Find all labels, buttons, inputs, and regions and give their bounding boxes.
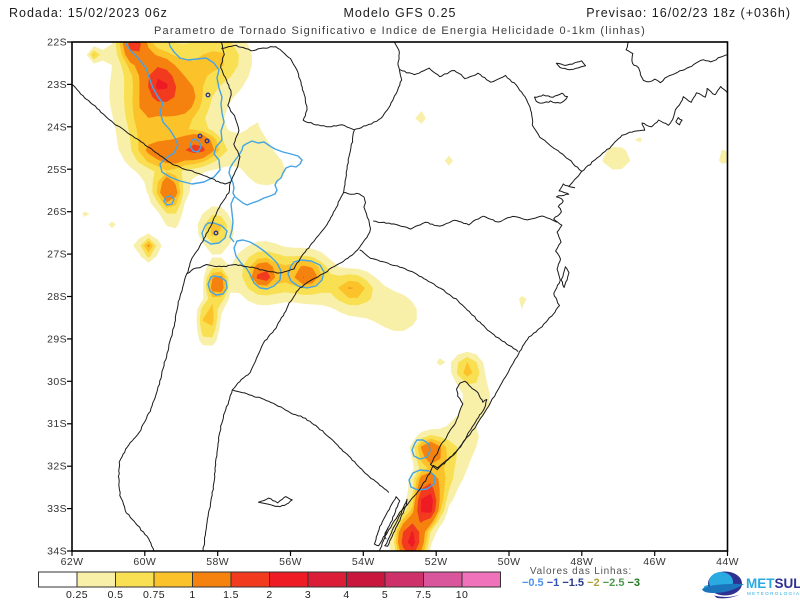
svg-text:22S: 22S xyxy=(47,37,67,49)
svg-text:1.5: 1.5 xyxy=(223,589,239,601)
svg-text:0.25: 0.25 xyxy=(66,589,88,601)
svg-text:0.5: 0.5 xyxy=(108,589,124,601)
svg-text:46W: 46W xyxy=(643,556,666,568)
svg-text:44W: 44W xyxy=(716,556,739,568)
svg-text:50W: 50W xyxy=(498,556,521,568)
svg-text:56W: 56W xyxy=(279,556,302,568)
svg-text:METEOROLOGIA: METEOROLOGIA xyxy=(747,591,800,596)
svg-text:34S: 34S xyxy=(47,546,67,558)
svg-text:33S: 33S xyxy=(47,503,67,515)
svg-text:Parametro de Tornado Significa: Parametro de Tornado Significativo e Ind… xyxy=(154,25,646,37)
svg-text:7.5: 7.5 xyxy=(416,589,432,601)
svg-text:62W: 62W xyxy=(61,556,84,568)
svg-text:3: 3 xyxy=(305,589,311,601)
svg-text:−0.5 −1 −1.5 −2 −2.5 −3: −0.5 −1 −1.5 −2 −2.5 −3 xyxy=(522,577,640,589)
svg-text:31S: 31S xyxy=(47,418,67,430)
svg-text:48W: 48W xyxy=(570,556,593,568)
svg-text:23S: 23S xyxy=(47,79,67,91)
svg-text:1: 1 xyxy=(189,589,195,601)
svg-text:29S: 29S xyxy=(47,333,67,345)
svg-text:4: 4 xyxy=(343,589,349,601)
svg-text:28S: 28S xyxy=(47,291,67,303)
svg-text:0.75: 0.75 xyxy=(143,589,165,601)
svg-text:54W: 54W xyxy=(352,556,375,568)
svg-text:32S: 32S xyxy=(47,461,67,473)
svg-text:METSUL: METSUL xyxy=(746,576,800,591)
svg-text:25S: 25S xyxy=(47,164,67,176)
svg-text:Previsao: 16/02/23 18z (+036h): Previsao: 16/02/23 18z (+036h) xyxy=(586,6,791,20)
svg-text:52W: 52W xyxy=(425,556,448,568)
svg-text:2: 2 xyxy=(266,589,272,601)
svg-text:30S: 30S xyxy=(47,376,67,388)
svg-text:27S: 27S xyxy=(47,249,67,261)
svg-text:58W: 58W xyxy=(206,556,229,568)
svg-text:26S: 26S xyxy=(47,206,67,218)
svg-text:Modelo GFS 0.25: Modelo GFS 0.25 xyxy=(344,6,457,20)
svg-text:60W: 60W xyxy=(133,556,156,568)
svg-text:10: 10 xyxy=(456,589,468,601)
svg-text:Valores das Linhas:: Valores das Linhas: xyxy=(530,566,632,577)
svg-text:5: 5 xyxy=(382,589,388,601)
svg-text:Rodada: 15/02/2023 06z: Rodada: 15/02/2023 06z xyxy=(9,6,168,20)
svg-text:24S: 24S xyxy=(47,121,67,133)
